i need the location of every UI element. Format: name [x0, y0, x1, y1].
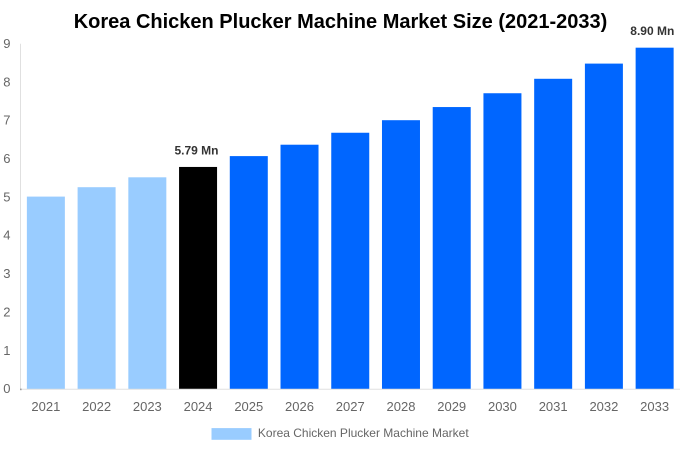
svg-text:2033: 2033 — [640, 399, 669, 414]
svg-text:5.79 Mn: 5.79 Mn — [174, 143, 218, 157]
svg-text:8.90 Mn: 8.90 Mn — [630, 24, 674, 38]
svg-text:2028: 2028 — [387, 399, 416, 414]
svg-text:8: 8 — [3, 74, 10, 89]
svg-text:2022: 2022 — [82, 399, 111, 414]
svg-text:Korea Chicken Plucker Machine: Korea Chicken Plucker Machine Market Siz… — [74, 11, 608, 33]
svg-text:3: 3 — [3, 266, 10, 281]
svg-text:2027: 2027 — [336, 399, 365, 414]
svg-text:6: 6 — [3, 151, 10, 166]
svg-text:2031: 2031 — [539, 399, 568, 414]
svg-text:2025: 2025 — [234, 399, 263, 414]
svg-text:2030: 2030 — [488, 399, 517, 414]
svg-text:2026: 2026 — [285, 399, 314, 414]
svg-text:0: 0 — [3, 381, 10, 396]
svg-text:5: 5 — [3, 189, 10, 204]
svg-text:2032: 2032 — [589, 399, 618, 414]
svg-text:7: 7 — [3, 113, 10, 128]
svg-text:4: 4 — [3, 228, 10, 243]
svg-text:2024: 2024 — [184, 399, 213, 414]
svg-text:2: 2 — [3, 304, 10, 319]
svg-text:2029: 2029 — [437, 399, 466, 414]
svg-text:2021: 2021 — [31, 399, 60, 414]
svg-text:Korea Chicken Plucker Machine: Korea Chicken Plucker Machine Market — [258, 426, 469, 440]
svg-text:9: 9 — [3, 36, 10, 51]
svg-text:2023: 2023 — [133, 399, 162, 414]
svg-text:1: 1 — [3, 343, 10, 358]
